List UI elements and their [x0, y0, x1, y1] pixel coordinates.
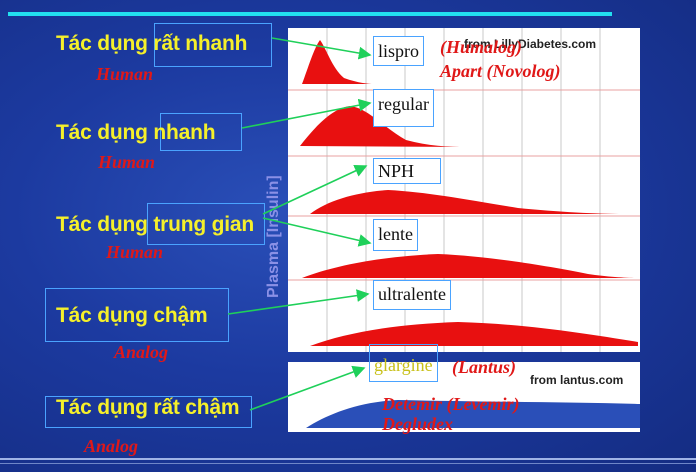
tag-ultralente: ultralente [373, 280, 451, 310]
ultralente-curve [310, 322, 638, 346]
category-nhanh: Tác dụng nhanh [56, 121, 216, 144]
glargine-curve-area [306, 400, 640, 428]
y-axis-label: Plasma [Insulin] [265, 175, 282, 298]
tag-lispro: lispro [373, 36, 425, 66]
analog-apart: Apart (Novolog) [440, 61, 561, 81]
analog-detemir: Detemir (Levemir) [382, 394, 520, 414]
highlight-rat-cham [45, 396, 252, 428]
footer-divider-thin [0, 463, 696, 464]
source-lilly: from LillyDiabetes.com [464, 37, 597, 51]
y-axis: Plasma [Insulin] [262, 150, 284, 300]
footer-divider [0, 458, 696, 460]
highlight-rat-nhanh [154, 23, 272, 67]
analog-degludex: Degludex [382, 414, 453, 434]
category-nhanh-type: Human [98, 152, 156, 172]
glargine-curve [306, 400, 640, 428]
analog-humalog: (Humalog) [440, 37, 523, 57]
tag-regular: regular [373, 89, 434, 127]
category-rat-cham-type: Analog [84, 436, 139, 456]
analog-lantus: (Lantus) [452, 357, 517, 377]
category-cham-type: Analog [114, 342, 169, 362]
tag-glargine: glargine [369, 344, 438, 382]
highlight-nhanh [160, 113, 242, 151]
source-lantus: from lantus.com [530, 373, 624, 387]
nph-curve [310, 190, 624, 214]
category-rat-nhanh: Tác dụng rất nhanh [56, 32, 248, 55]
category-trung-gian: Tác dụng trung gian [56, 213, 255, 236]
category-cham: Tác dụng chậm [56, 304, 208, 327]
lente-curve [302, 254, 638, 278]
category-rat-cham: Tác dụng rất chậm [56, 396, 240, 419]
category-trung-gian-type: Human [106, 242, 164, 262]
lispro-curve [302, 40, 374, 84]
tag-nph: NPH [373, 158, 442, 184]
tag-lente: lente [373, 219, 418, 251]
highlight-cham [45, 288, 229, 342]
category-rat-nhanh-type: Human [96, 64, 154, 84]
insulin-profile-curves [288, 28, 640, 352]
title-underline [8, 12, 612, 16]
